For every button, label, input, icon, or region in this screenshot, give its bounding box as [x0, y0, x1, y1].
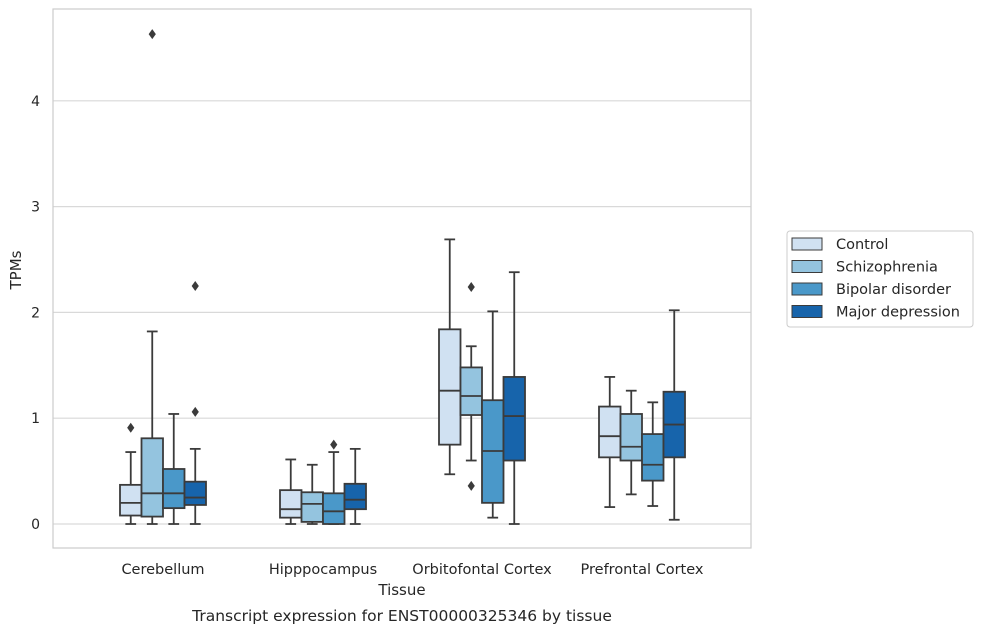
y-tick-label: 4 [31, 94, 40, 110]
box [183, 480, 207, 506]
x-tick-label: Orbitofontal Cortex [412, 562, 552, 578]
box-schizophrenia [459, 282, 483, 491]
y-tick-label: 1 [31, 411, 40, 427]
box-schizophrenia [619, 389, 643, 496]
box-schizophrenia [300, 463, 324, 525]
x-tick-label: Cerebellum [121, 562, 204, 578]
box [438, 328, 462, 446]
box [598, 405, 622, 459]
box [322, 492, 346, 525]
box-major-depression [502, 271, 526, 525]
box-major-depression [343, 447, 367, 525]
x-axis-label: Tissue [377, 581, 425, 599]
y-tick-labels: 0 1 2 3 4 [31, 94, 40, 533]
y-tick-label: 3 [31, 200, 40, 216]
outlier-point [467, 480, 475, 491]
outlier-point [148, 29, 156, 40]
x-tick-label: Hipppocampus [269, 562, 377, 578]
outlier-point [127, 422, 135, 433]
box-bipolar-disorder [322, 439, 346, 525]
legend-swatch [791, 305, 823, 318]
box-control [119, 422, 143, 525]
outlier-point [330, 439, 338, 450]
box-schizophrenia [140, 29, 164, 525]
legend-swatch [791, 282, 823, 296]
box-major-depression [662, 309, 686, 521]
legend-label: Control [836, 237, 888, 253]
box-bipolar-disorder [481, 310, 505, 519]
outlier-point [467, 282, 475, 293]
box [119, 483, 143, 517]
box [343, 482, 367, 511]
box-bipolar-disorder [162, 413, 186, 525]
legend-label: Schizophrenia [836, 260, 938, 276]
legend-label: Major depression [836, 305, 960, 321]
box-major-depression [183, 280, 207, 525]
x-tick-labels: Cerebellum Hipppocampus Orbitofontal Corte… [121, 562, 703, 578]
x-tick-label: Prefrontal Cortex [581, 562, 704, 578]
legend-swatch [791, 237, 823, 251]
box-bipolar-disorder [641, 401, 665, 507]
legend-frame [786, 230, 974, 328]
box [162, 468, 186, 510]
plot-area [52, 8, 752, 549]
y-tick-label: 0 [31, 517, 40, 533]
box-control [438, 238, 462, 476]
outlier-point [191, 406, 199, 417]
box [502, 376, 526, 462]
box-control [598, 376, 622, 508]
legend-label: Bipolar disorder [836, 282, 951, 298]
box [279, 489, 303, 519]
chart-caption: Transcript expression for ENST0000032534… [191, 607, 612, 625]
outlier-point [191, 280, 199, 291]
y-axis-label: TPMs [7, 250, 25, 290]
boxes [119, 29, 686, 525]
legend: Control Schizophrenia Bipolar disorder Majo… [786, 230, 974, 328]
box [641, 433, 665, 482]
legend-swatch [791, 260, 823, 273]
box [300, 491, 324, 523]
box [140, 437, 164, 518]
box [619, 413, 643, 462]
y-tick-label: 2 [31, 305, 40, 321]
box [459, 366, 483, 416]
box-control [279, 458, 303, 525]
